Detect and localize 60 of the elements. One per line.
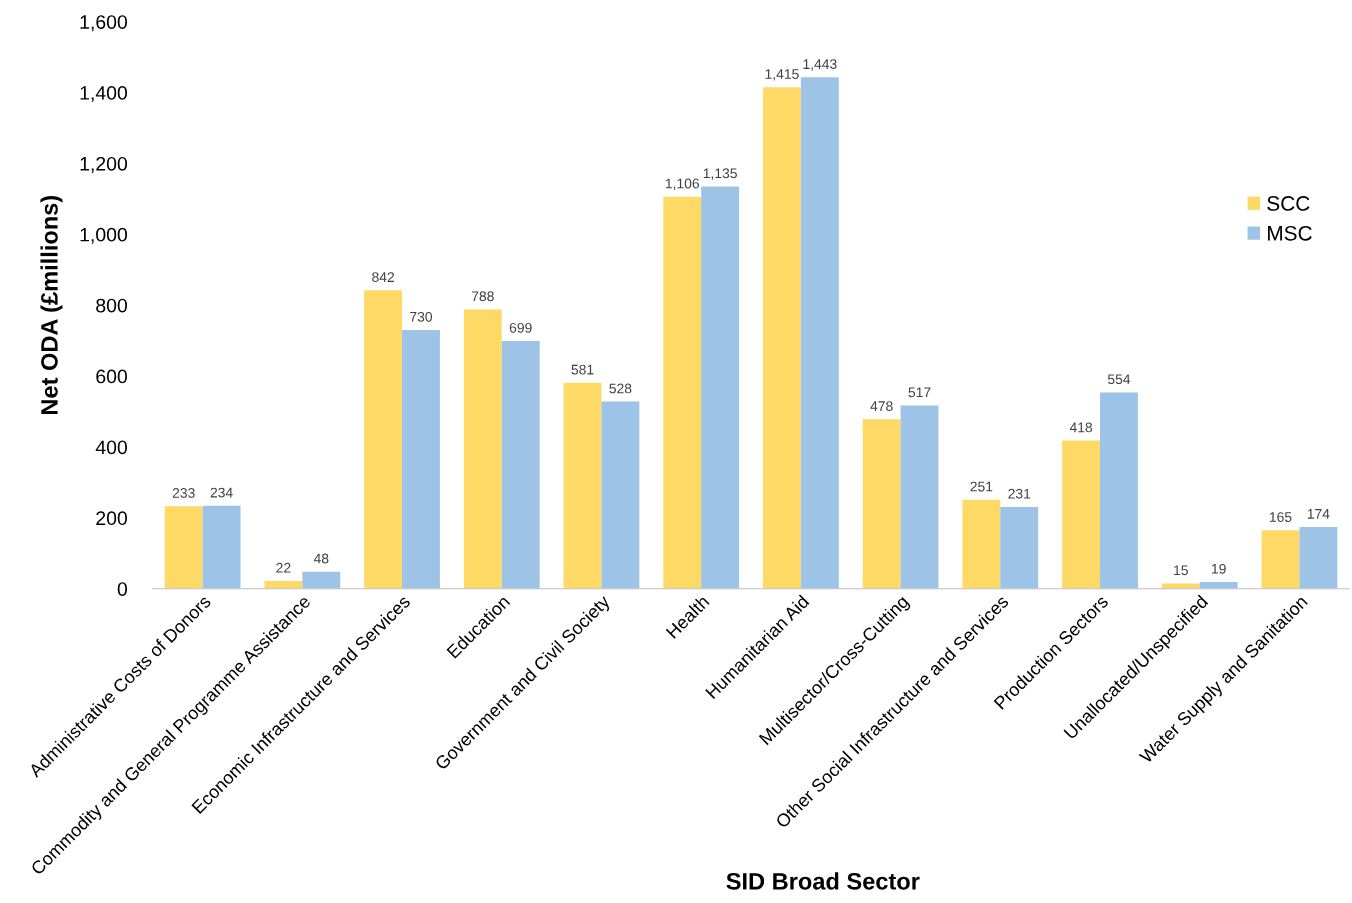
bar [800, 77, 839, 589]
y-tick-label: 1,200 [80, 156, 128, 173]
data-label: 233 [172, 488, 195, 498]
x-axis-title: SID Broad Sector [726, 872, 920, 890]
data-label: 15 [1174, 565, 1188, 576]
data-label: 22 [276, 562, 291, 573]
bar [763, 87, 801, 589]
y-axis-title: Net ODA (£millions) [40, 195, 63, 415]
y-tick-label: 0 [117, 582, 128, 596]
data-label: 788 [471, 291, 494, 302]
bar [463, 309, 502, 589]
bar [701, 186, 740, 589]
data-label: 48 [313, 553, 329, 564]
bar [402, 330, 440, 589]
bar [1161, 583, 1200, 589]
data-label: 1,415 [765, 69, 799, 81]
data-label: 1,135 [703, 168, 737, 180]
y-tick-label: 400 [95, 440, 128, 455]
data-label: 842 [372, 272, 394, 283]
y-tick-label: 1,600 [80, 15, 128, 32]
bar [302, 571, 341, 589]
data-label: 234 [210, 487, 233, 498]
bar [962, 499, 1001, 589]
bar [264, 580, 303, 589]
legend-label: SCC [1267, 196, 1310, 211]
bar [601, 401, 640, 589]
data-label: 174 [1307, 509, 1330, 519]
y-tick-label: 1,400 [80, 86, 128, 103]
data-label: 19 [1212, 563, 1226, 574]
bar [364, 290, 403, 589]
legend-label: MSC [1268, 225, 1312, 241]
y-tick-label: 200 [96, 511, 128, 526]
data-label: 418 [1069, 422, 1093, 433]
y-tick-label: 600 [96, 369, 128, 384]
bar [1299, 527, 1338, 589]
bar [563, 382, 602, 589]
bar [164, 506, 203, 589]
data-label: 699 [509, 322, 532, 333]
bar [501, 341, 540, 589]
bar [862, 419, 901, 589]
bar [900, 405, 939, 589]
y-tick-label: 800 [96, 298, 128, 313]
data-label: 581 [571, 364, 594, 375]
bar [1000, 506, 1039, 589]
bar [1261, 530, 1300, 589]
bar [1062, 440, 1101, 589]
bar [1100, 392, 1138, 589]
bar [663, 196, 702, 589]
data-label: 478 [870, 401, 893, 412]
data-label: 165 [1269, 512, 1292, 522]
bar [202, 505, 241, 589]
data-label: 517 [908, 387, 931, 398]
data-label: 554 [1107, 374, 1131, 385]
data-label: 730 [410, 311, 433, 322]
y-tick-label: 1,000 [80, 227, 128, 244]
data-label: 528 [609, 383, 632, 394]
data-label: 1,106 [665, 178, 700, 191]
data-label: 231 [1008, 488, 1031, 499]
data-label: 1,443 [803, 59, 837, 71]
data-label: 251 [970, 481, 993, 492]
